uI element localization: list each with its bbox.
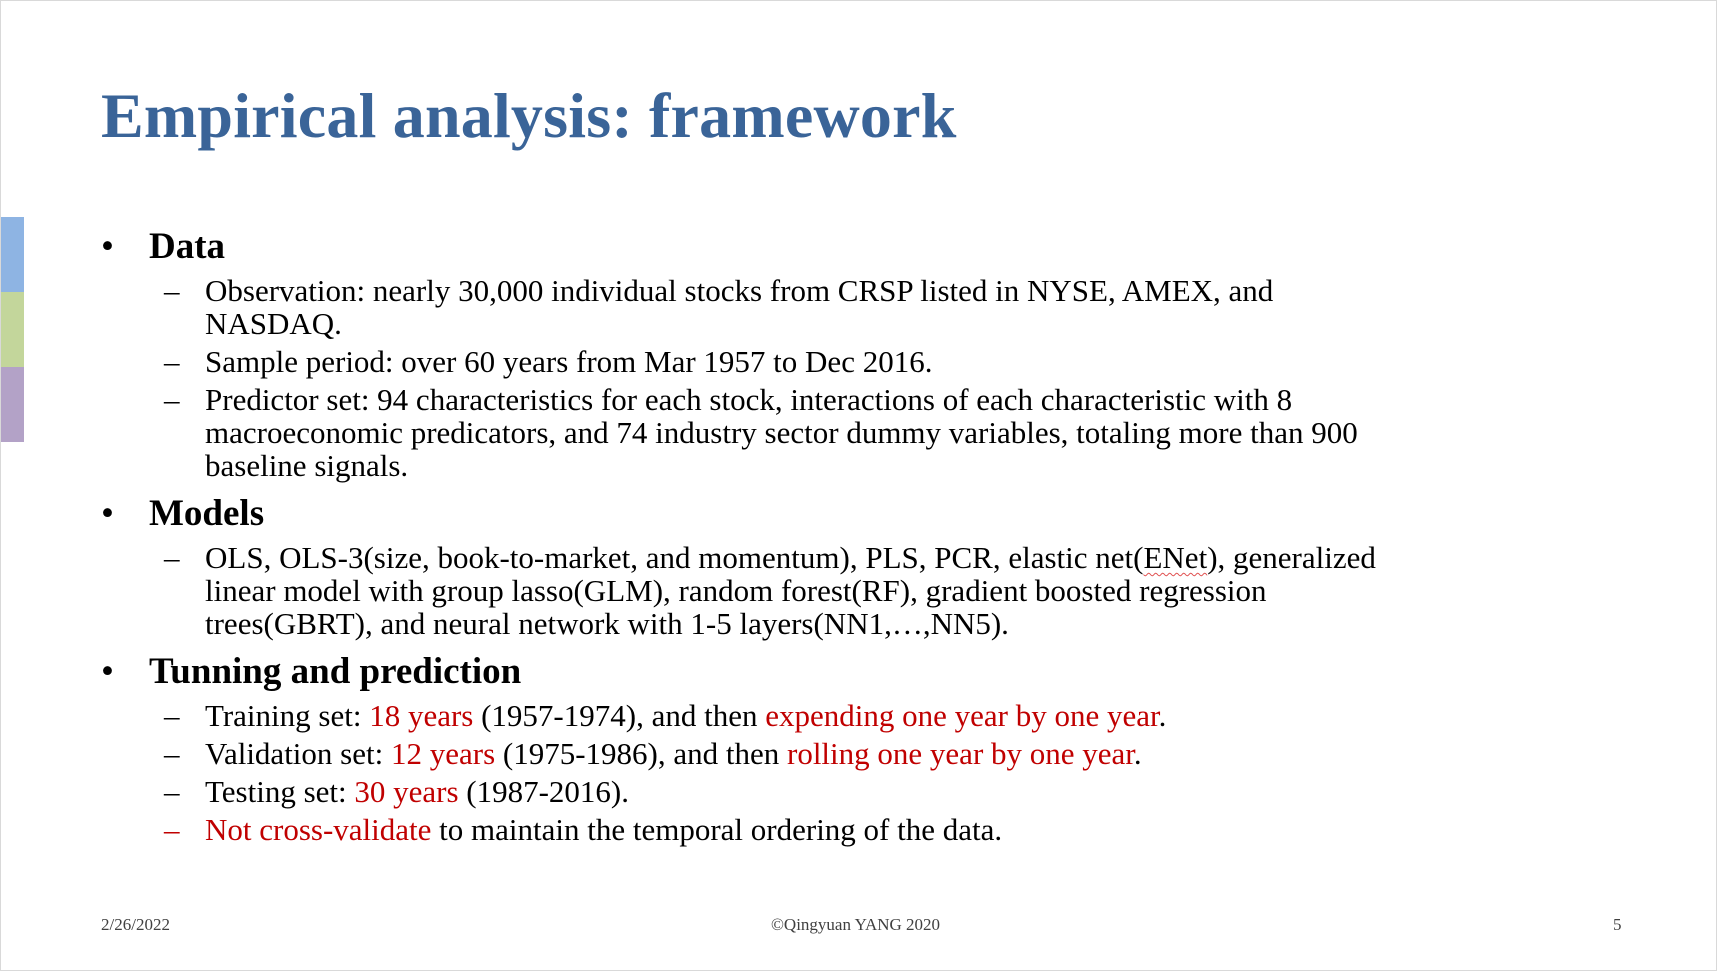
text-segment: (1975-1986), and then <box>495 736 787 771</box>
highlight-text: 30 years <box>354 774 459 809</box>
item-text-line: Testing set: 30 years (1987-2016). <box>205 775 1616 808</box>
dash-icon: – <box>164 812 180 847</box>
item-text-line: Training set: 18 years (1957-1974), and … <box>205 699 1616 732</box>
section-heading-text: Models <box>149 493 265 534</box>
item-training-set: – Training set: 18 years (1957-1974), an… <box>1 699 1716 732</box>
item-text-line: Predictor set: 94 characteristics for ea… <box>205 382 1293 417</box>
accent-bar-blue <box>1 217 24 292</box>
section-models-heading: • Models <box>1 492 1716 536</box>
bullet-icon: • <box>101 651 114 692</box>
models-text-pre: OLS, OLS-3(size, book-to-market, and mom… <box>205 540 1144 575</box>
dash-icon: – <box>164 736 180 771</box>
item-validation-set: – Validation set: 12 years (1975-1986), … <box>1 737 1716 770</box>
text-segment: . <box>1158 698 1167 733</box>
dash-icon: – <box>164 382 180 417</box>
section-tuning-heading: • Tunning and prediction <box>1 650 1716 694</box>
section-heading-text: Data <box>149 226 226 267</box>
item-text-line: Validation set: 12 years (1975-1986), an… <box>205 737 1616 770</box>
slide-title: Empirical analysis: framework <box>101 80 957 151</box>
highlight-text: 12 years <box>390 736 496 771</box>
dash-icon: – <box>164 774 180 809</box>
item-text-line: Observation: nearly 30,000 individual st… <box>205 273 1274 308</box>
text-segment: (1957-1974), and then <box>473 698 766 733</box>
dash-icon: – <box>164 344 180 379</box>
text-segment: (1987-2016). <box>458 774 630 809</box>
text-segment: to maintain the temporal ordering of the… <box>431 812 1003 847</box>
section-heading-text: Tunning and prediction <box>149 651 522 692</box>
item-observation: – Observation: nearly 30,000 individual … <box>1 274 1716 340</box>
item-text-line: NASDAQ. <box>205 306 342 341</box>
spellcheck-word-enet: ENet <box>1143 540 1208 575</box>
item-text-line: trees(GBRT), and neural network with 1-5… <box>205 606 1009 641</box>
item-text-line: macroeconomic predicators, and 74 indust… <box>205 415 1358 450</box>
item-text-line: linear model with group lasso(GLM), rand… <box>205 573 1267 608</box>
bullet-icon: • <box>101 493 114 534</box>
accent-bar-green <box>1 292 24 367</box>
bullet-icon: • <box>101 226 114 267</box>
models-text-post: ), generalized <box>1207 540 1376 575</box>
item-predictor-set: – Predictor set: 94 characteristics for … <box>1 383 1716 482</box>
item-cross-validation: – Not cross-validate to maintain the tem… <box>1 813 1716 846</box>
footer-copyright: ©Qingyuan YANG 2020 <box>771 915 941 934</box>
text-segment: Validation set: <box>205 736 391 771</box>
item-text-line: Not cross-validate to maintain the tempo… <box>205 813 1616 846</box>
text-segment: . <box>1133 736 1142 771</box>
item-text-line: OLS, OLS-3(size, book-to-market, and mom… <box>205 541 1616 574</box>
dash-icon: – <box>164 273 180 308</box>
highlight-text: 18 years <box>369 698 474 733</box>
item-models-list: – OLS, OLS-3(size, book-to-market, and m… <box>1 541 1716 640</box>
dash-icon: – <box>164 698 180 733</box>
item-sample-period: – Sample period: over 60 years from Mar … <box>1 345 1716 378</box>
text-segment: Training set: <box>205 698 370 733</box>
item-text-line: baseline signals. <box>205 448 409 483</box>
highlight-text: Not cross-validate <box>205 812 432 847</box>
highlight-text: expending one year by one year <box>765 698 1159 733</box>
text-segment: Testing set: <box>205 774 355 809</box>
item-text-line: Sample period: over 60 years from Mar 19… <box>205 344 933 379</box>
accent-bar-purple <box>1 367 24 442</box>
item-testing-set: – Testing set: 30 years (1987-2016). <box>1 775 1716 808</box>
highlight-text: rolling one year by one year <box>787 736 1134 771</box>
dash-icon: – <box>164 540 180 575</box>
footer-date: 2/26/2022 <box>101 915 170 934</box>
slide-content: • Data – Observation: nearly 30,000 indi… <box>1 225 1716 846</box>
section-data-heading: • Data <box>1 225 1716 269</box>
footer-page-number: 5 <box>1613 915 1622 934</box>
